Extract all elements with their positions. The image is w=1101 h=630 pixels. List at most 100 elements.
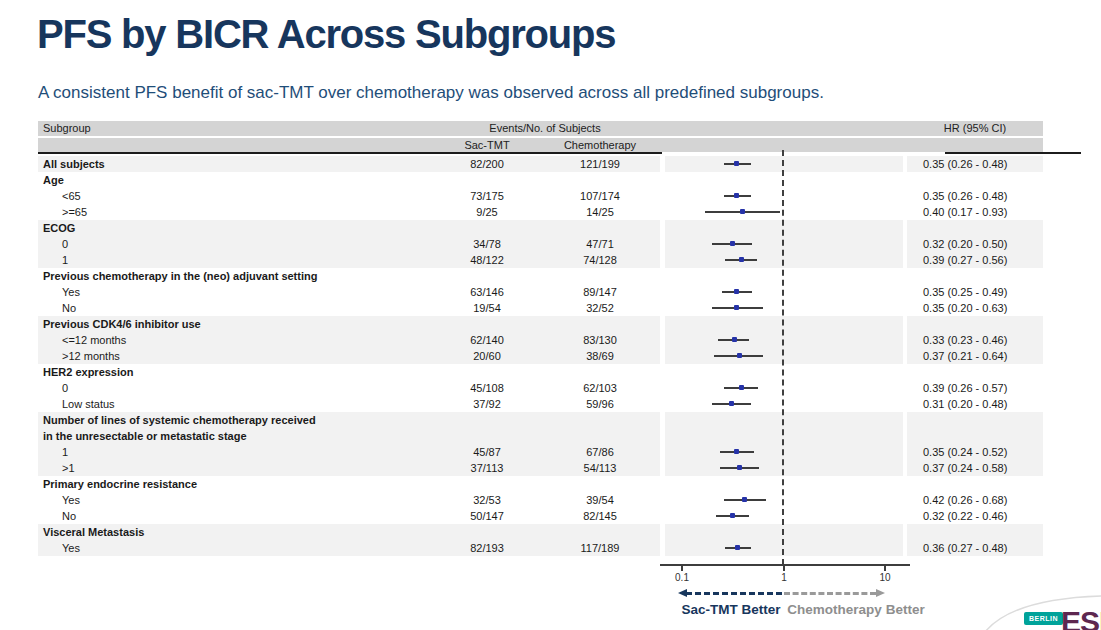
cell-plot (665, 380, 903, 396)
left-arrowhead-icon (678, 589, 687, 597)
sac-tmt-value: 20/60 (432, 348, 542, 364)
cell-hr (907, 428, 1043, 444)
table-row: Number of lines of systemic chemotherapy… (38, 412, 1043, 428)
sac-tmt-value: 50/147 (432, 508, 542, 524)
chemotherapy-value: 62/103 (545, 380, 655, 396)
chemotherapy-value: 14/25 (545, 204, 655, 220)
sac-better-arrow (686, 592, 782, 595)
hr-point-marker (729, 401, 734, 406)
hr-ci-value: 0.40 (0.17 - 0.93) (923, 204, 1007, 220)
row-label: in the unresectable or metastatic stage (43, 428, 247, 444)
hr-ci-value: 0.35 (0.25 - 0.49) (923, 284, 1007, 300)
reference-line-hr1 (782, 150, 784, 565)
table-header-row-1: Subgroup Events/No. of Subjects HR (95% … (38, 121, 1043, 136)
hr-point-marker (739, 257, 744, 262)
cell-plot (665, 476, 903, 492)
hr-ci-value: 0.39 (0.26 - 0.57) (923, 380, 1007, 396)
table-row: Yes82/193117/1890.36 (0.27 - 0.48) (38, 540, 1043, 556)
column-header-events: Events/No. of Subjects (432, 121, 658, 136)
column-header-chemotherapy: Chemotherapy (545, 138, 655, 152)
table-row: No50/14782/1450.32 (0.22 - 0.46) (38, 508, 1043, 524)
axis-tick (884, 564, 886, 571)
cell-plot (665, 540, 903, 556)
hr-point-marker (737, 465, 742, 470)
axis-tick (783, 564, 785, 571)
table-row: ECOG (38, 220, 1043, 236)
cell-plot (665, 284, 903, 300)
cell-plot (665, 236, 903, 252)
row-label: <=12 months (62, 332, 126, 348)
sac-tmt-value: 32/53 (432, 492, 542, 508)
hr-point-marker (734, 305, 739, 310)
sac-tmt-value: 45/108 (432, 380, 542, 396)
hr-ci-value: 0.42 (0.26 - 0.68) (923, 492, 1007, 508)
cell-plot (665, 316, 903, 332)
hr-ci-value: 0.37 (0.24 - 0.58) (923, 460, 1007, 476)
table-row: Previous chemotherapy in the (neo) adjuv… (38, 268, 1043, 284)
table-row: HER2 expression (38, 364, 1043, 380)
cell-plot (665, 508, 903, 524)
row-label: Previous chemotherapy in the (neo) adjuv… (43, 268, 317, 284)
chemotherapy-value: 59/96 (545, 396, 655, 412)
cell-plot (665, 412, 903, 428)
cell-hr (907, 220, 1043, 236)
table-row: >137/11354/1130.37 (0.24 - 0.58) (38, 460, 1043, 476)
table-row: Yes 32/5339/54 0.42 (0.26 - 0.68) (38, 492, 1043, 508)
cell-main (38, 220, 660, 236)
chemo-better-label: Chemotherapy Better (786, 602, 926, 617)
row-label: 1 (62, 252, 68, 268)
chemotherapy-value: 74/128 (545, 252, 655, 268)
cell-plot (665, 204, 903, 220)
hr-ci-value: 0.32 (0.20 - 0.50) (923, 236, 1007, 252)
cell-plot (665, 332, 903, 348)
chemotherapy-value: 32/52 (545, 300, 655, 316)
table-row: Visceral Metastasis (38, 524, 1043, 540)
chemotherapy-value: 107/174 (545, 188, 655, 204)
sac-tmt-value: 82/200 (432, 156, 542, 172)
sac-tmt-value: 63/146 (432, 284, 542, 300)
page-title: PFS by BICR Across Subgroups (37, 12, 615, 57)
row-label: No (62, 508, 76, 524)
hr-point-marker (740, 209, 745, 214)
hr-axis-line (660, 564, 910, 566)
sac-tmt-value: 45/87 (432, 444, 542, 460)
axis-tick-label: 10 (868, 572, 902, 583)
sac-tmt-value: 48/122 (432, 252, 542, 268)
cell-hr (907, 316, 1043, 332)
sac-tmt-value: 62/140 (432, 332, 542, 348)
hr-point-marker (734, 289, 739, 294)
row-label: ECOG (43, 220, 75, 236)
berlin-badge: BERLIN (1024, 612, 1063, 625)
sac-tmt-value: 37/92 (432, 396, 542, 412)
cell-plot (665, 300, 903, 316)
hr-point-marker (737, 353, 742, 358)
row-label: Yes (62, 492, 80, 508)
table-row: No19/5432/520.35 (0.20 - 0.63) (38, 300, 1043, 316)
chemotherapy-value: 83/130 (545, 332, 655, 348)
cell-plot (665, 188, 903, 204)
hr-point-marker (735, 545, 740, 550)
table-row: >=659/2514/250.40 (0.17 - 0.93) (38, 204, 1043, 220)
cell-hr (907, 412, 1043, 428)
sac-tmt-value: 82/193 (432, 540, 542, 556)
esmo-letter: S (1080, 605, 1099, 630)
header-divider-line (38, 152, 662, 154)
cell-plot (665, 444, 903, 460)
row-label: No (62, 300, 76, 316)
cell-plot (665, 156, 903, 172)
hr-point-marker (730, 241, 735, 246)
sac-tmt-value: 34/78 (432, 236, 542, 252)
row-label: >12 months (62, 348, 120, 364)
chemotherapy-value: 39/54 (545, 492, 655, 508)
hr-point-marker (734, 193, 739, 198)
cell-main (38, 172, 660, 188)
table-row: >12 months20/6038/690.37 (0.21 - 0.64) (38, 348, 1043, 364)
row-label: 0 (62, 380, 68, 396)
hr-ci-value: 0.35 (0.24 - 0.52) (923, 444, 1007, 460)
column-header-hr: HR (95% CI) (907, 121, 1043, 136)
hr-point-marker (742, 497, 747, 502)
table-row: in the unresectable or metastatic stage (38, 428, 1043, 444)
sac-tmt-value: 9/25 (432, 204, 542, 220)
table-row: All subjects82/200121/1990.35 (0.26 - 0.… (38, 156, 1043, 172)
esmo-letter: E (1061, 605, 1080, 630)
